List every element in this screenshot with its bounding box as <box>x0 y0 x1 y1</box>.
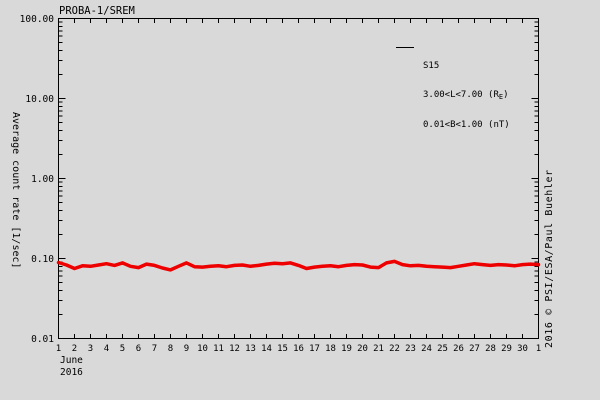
y-axis-minor-ticks <box>58 21 539 315</box>
svg-text:28: 28 <box>485 344 496 354</box>
svg-text:1: 1 <box>56 344 61 354</box>
legend-line-sample <box>396 47 414 48</box>
y-axis-labels: 100.00 10.00 1.00 0.10 0.01 <box>20 14 55 345</box>
svg-text:16: 16 <box>293 344 304 354</box>
y-axis-ticks <box>58 18 539 339</box>
svg-text:18: 18 <box>325 344 336 354</box>
svg-text:10.00: 10.00 <box>25 94 54 105</box>
svg-text:25: 25 <box>437 344 448 354</box>
svg-text:26: 26 <box>453 344 464 354</box>
svg-text:5: 5 <box>120 344 125 354</box>
x-axis-year-label: 2016 <box>60 367 83 378</box>
svg-text:12: 12 <box>229 344 240 354</box>
legend-l-range-close: ) <box>503 89 509 100</box>
x-axis-month-label: June <box>60 355 83 366</box>
svg-text:15: 15 <box>277 344 288 354</box>
legend-l-range-main: 3.00<L<7.00 (R <box>423 89 499 100</box>
svg-text:6: 6 <box>136 344 141 354</box>
svg-text:22: 22 <box>389 344 400 354</box>
svg-text:7: 7 <box>152 344 157 354</box>
svg-text:24: 24 <box>421 344 432 354</box>
svg-text:30: 30 <box>517 344 528 354</box>
svg-text:27: 27 <box>469 344 480 354</box>
y-axis-title: Average count rate [1/sec] <box>10 112 21 269</box>
svg-text:2: 2 <box>72 344 77 354</box>
svg-text:19: 19 <box>341 344 352 354</box>
legend: S15 3.00<L<7.00 (RE) 0.01<B<1.00 (nT) <box>396 43 510 150</box>
svg-text:29: 29 <box>501 344 512 354</box>
svg-text:3: 3 <box>88 344 93 354</box>
svg-text:9: 9 <box>184 344 189 354</box>
x-axis-ticks <box>58 18 539 339</box>
svg-text:11: 11 <box>213 344 224 354</box>
svg-text:17: 17 <box>309 344 320 354</box>
svg-text:100.00: 100.00 <box>20 14 55 25</box>
legend-l-range: 3.00<L<7.00 (RE) <box>423 89 510 103</box>
x-axis-labels: 1 2 3 4 5 6 7 8 9 10 11 12 13 14 15 16 17 18 19 20 21 22 23 24 2… <box>56 344 541 354</box>
svg-text:10: 10 <box>197 344 208 354</box>
svg-text:13: 13 <box>245 344 256 354</box>
svg-text:14: 14 <box>261 344 272 354</box>
svg-text:21: 21 <box>373 344 384 354</box>
chart-title: PROBA-1/SREM <box>59 5 135 17</box>
legend-b-range: 0.01<B<1.00 (nT) <box>423 120 510 130</box>
legend-text: S15 3.00<L<7.00 (RE) 0.01<B<1.00 (nT) <box>423 43 510 150</box>
legend-series-label: S15 <box>423 61 440 71</box>
svg-text:4: 4 <box>104 344 109 354</box>
data-series-s15 <box>56 259 541 272</box>
legend-l-range-subscript: E <box>498 92 504 101</box>
credit-text: 2016 © PSI/ESA/Paul Buehler <box>544 169 555 348</box>
svg-text:1.00: 1.00 <box>31 174 54 185</box>
svg-text:8: 8 <box>168 344 173 354</box>
svg-text:0.01: 0.01 <box>31 334 54 345</box>
svg-text:20: 20 <box>357 344 368 354</box>
svg-text:1: 1 <box>536 344 541 354</box>
svg-text:23: 23 <box>405 344 416 354</box>
svg-text:0.10: 0.10 <box>31 254 54 265</box>
